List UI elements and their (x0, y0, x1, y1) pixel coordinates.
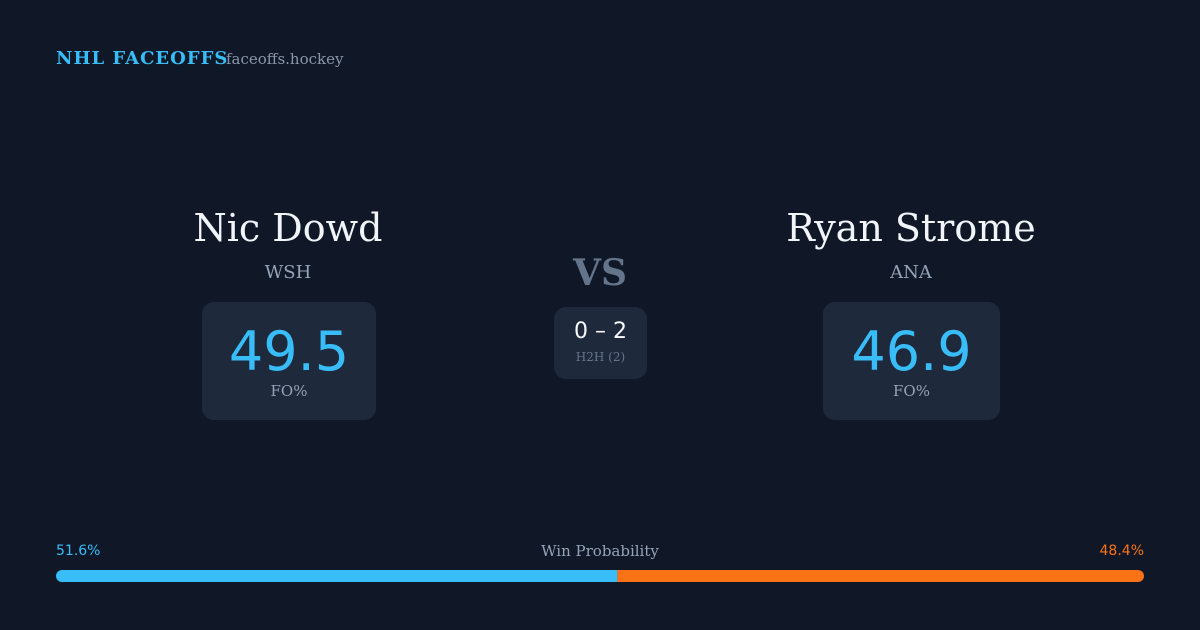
h2h-card: 0 – 2 H2H (2) (554, 307, 647, 379)
win-prob-segment (617, 570, 1144, 582)
player-team: WSH (264, 262, 312, 283)
player-name: Nic Dowd (193, 206, 383, 250)
fo-card: 49.5 FO% (202, 302, 376, 420)
versus: VS (573, 252, 627, 294)
win-prob-title: Win Probability (541, 542, 659, 560)
fo-value: 46.9 (851, 320, 972, 383)
fo-label: FO% (893, 382, 930, 400)
win-prob-left: 51.6% (56, 543, 101, 559)
fo-card: 46.9 FO% (823, 302, 1000, 420)
win-prob-segment (56, 570, 618, 582)
player-team: ANA (890, 262, 932, 283)
h2h-label: H2H (2) (575, 350, 626, 364)
win-prob-bar (56, 570, 1144, 582)
win-prob-right: 48.4% (1099, 543, 1144, 559)
player-name: Ryan Strome (786, 206, 1036, 250)
fo-label: FO% (270, 382, 308, 400)
site-link[interactable]: faceoffs.hockey (226, 50, 344, 68)
h2h-score: 0 – 2 (574, 319, 627, 344)
fo-value: 49.5 (228, 320, 350, 383)
brand: NHL FACEOFFS (56, 48, 229, 69)
